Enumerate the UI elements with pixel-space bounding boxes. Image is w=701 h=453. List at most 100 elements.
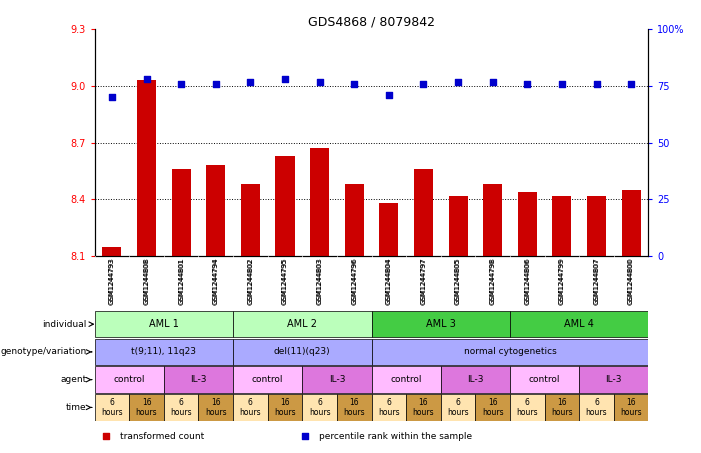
Text: 16
hours: 16 hours: [482, 398, 503, 417]
Bar: [310, 148, 329, 256]
Bar: [95, 394, 129, 421]
Text: 6
hours: 6 hours: [586, 398, 607, 417]
Text: 16
hours: 16 hours: [343, 398, 365, 417]
Bar: [95, 311, 233, 337]
Point: [107, 94, 118, 101]
Bar: [579, 366, 648, 393]
Text: GSM1244795: GSM1244795: [282, 259, 288, 305]
Point: [175, 80, 186, 87]
Text: 6
hours: 6 hours: [517, 398, 538, 417]
Text: control: control: [390, 375, 422, 384]
Text: GSM1244807: GSM1244807: [594, 259, 599, 305]
Text: GSM1244793: GSM1244793: [109, 259, 115, 305]
Point: [141, 76, 152, 83]
Text: GSM1244794: GSM1244794: [213, 259, 219, 305]
Text: 6
hours: 6 hours: [170, 398, 192, 417]
Text: control: control: [252, 375, 283, 384]
Bar: [137, 81, 156, 256]
Point: [210, 80, 222, 87]
Point: [591, 80, 602, 87]
Text: GSM1244801: GSM1244801: [178, 259, 184, 305]
Bar: [95, 366, 164, 393]
Text: GSM1244804: GSM1244804: [386, 259, 392, 305]
Point: [557, 80, 568, 87]
Text: GSM1244802: GSM1244802: [247, 259, 253, 305]
Bar: [406, 394, 441, 421]
Text: time: time: [66, 403, 92, 412]
Point: [280, 76, 291, 83]
Bar: [587, 196, 606, 256]
Bar: [345, 184, 364, 256]
Bar: [198, 394, 233, 421]
Bar: [483, 184, 502, 256]
Point: [314, 78, 325, 85]
Text: GSM1244806: GSM1244806: [524, 259, 530, 305]
Bar: [441, 394, 475, 421]
Bar: [372, 394, 406, 421]
Text: control: control: [529, 375, 560, 384]
Text: genotype/variation: genotype/variation: [0, 347, 92, 357]
Point: [522, 80, 533, 87]
Bar: [164, 394, 198, 421]
Text: 6
hours: 6 hours: [309, 398, 330, 417]
Text: control: control: [114, 375, 145, 384]
Text: 6
hours: 6 hours: [240, 398, 261, 417]
Bar: [372, 338, 648, 365]
Title: GDS4868 / 8079842: GDS4868 / 8079842: [308, 15, 435, 28]
Text: IL-3: IL-3: [190, 375, 207, 384]
Bar: [510, 366, 579, 393]
Bar: [518, 192, 537, 256]
Bar: [449, 196, 468, 256]
Bar: [268, 394, 302, 421]
Point: [625, 80, 637, 87]
Text: agent: agent: [60, 375, 92, 384]
Text: GSM1244798: GSM1244798: [490, 259, 496, 305]
Bar: [372, 311, 510, 337]
Text: individual: individual: [42, 320, 93, 329]
Bar: [545, 394, 579, 421]
Point: [452, 78, 463, 85]
Bar: [102, 246, 121, 256]
Point: [348, 80, 360, 87]
Text: GSM1244797: GSM1244797: [421, 259, 426, 305]
Text: GSM1244796: GSM1244796: [351, 259, 358, 305]
Bar: [372, 366, 441, 393]
Text: AML 1: AML 1: [149, 319, 179, 329]
Text: 6
hours: 6 hours: [378, 398, 400, 417]
Bar: [510, 394, 545, 421]
Point: [418, 80, 429, 87]
Text: GSM1244799: GSM1244799: [559, 259, 565, 305]
Text: 6
hours: 6 hours: [101, 398, 123, 417]
Text: 16
hours: 16 hours: [620, 398, 642, 417]
Text: AML 2: AML 2: [287, 319, 318, 329]
Bar: [337, 394, 372, 421]
Text: 16
hours: 16 hours: [274, 398, 296, 417]
Text: percentile rank within the sample: percentile rank within the sample: [319, 432, 472, 440]
Bar: [414, 169, 433, 256]
Bar: [241, 184, 260, 256]
Text: GSM1244805: GSM1244805: [455, 259, 461, 305]
Text: AML 3: AML 3: [426, 319, 456, 329]
Text: 16
hours: 16 hours: [413, 398, 434, 417]
Bar: [379, 203, 398, 256]
Bar: [172, 169, 191, 256]
Bar: [233, 338, 372, 365]
Text: t(9;11), 11q23: t(9;11), 11q23: [131, 347, 196, 357]
Bar: [622, 190, 641, 256]
Text: IL-3: IL-3: [467, 375, 484, 384]
Text: transformed count: transformed count: [120, 432, 204, 440]
Bar: [579, 394, 614, 421]
Bar: [552, 196, 571, 256]
Text: IL-3: IL-3: [606, 375, 622, 384]
Text: normal cytogenetics: normal cytogenetics: [463, 347, 557, 357]
Point: [487, 78, 498, 85]
Text: del(11)(q23): del(11)(q23): [274, 347, 331, 357]
Point: [100, 432, 111, 439]
Bar: [164, 366, 233, 393]
Point: [299, 432, 311, 439]
Text: 16
hours: 16 hours: [551, 398, 573, 417]
Bar: [95, 338, 233, 365]
Bar: [510, 311, 648, 337]
Bar: [129, 394, 164, 421]
Bar: [302, 394, 337, 421]
